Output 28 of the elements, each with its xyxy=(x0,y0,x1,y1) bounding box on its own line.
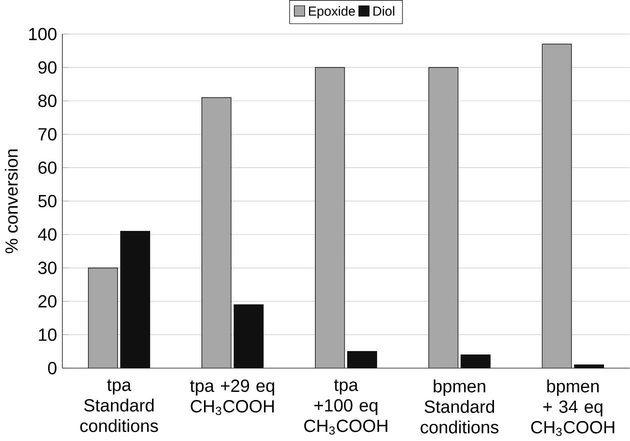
bar xyxy=(460,354,490,368)
y-tick-label: 60 xyxy=(38,162,56,174)
x-tick-label: bpmen + 34 eq CH$_{3}$COOH xyxy=(531,380,614,436)
y-tick-label: 10 xyxy=(38,328,56,341)
y-tick-label: 100 xyxy=(29,28,56,40)
bar xyxy=(202,98,232,368)
x-tick-label: tpa +29 eq CH$_{3}$COOH xyxy=(190,380,274,416)
y-tick-label: 70 xyxy=(38,128,56,141)
y-tick-label: 50 xyxy=(38,194,56,208)
y-tick-label: 90 xyxy=(38,61,56,74)
y-tick-label: 80 xyxy=(38,94,56,108)
legend-label: Diol xyxy=(373,6,394,16)
bar xyxy=(234,304,264,368)
y-tick-label: 20 xyxy=(38,295,56,308)
bar xyxy=(120,231,150,368)
bar xyxy=(428,68,458,368)
y-tick-label: 30 xyxy=(38,262,56,274)
x-tick-label: tpa +100 eq CH$_{3}$COOH xyxy=(304,380,388,435)
y-axis-title: % conversion xyxy=(4,150,18,254)
y-tick-label: 40 xyxy=(38,228,56,241)
x-tick-label: tpa Standard conditions xyxy=(80,380,158,432)
y-tick-label: 0 xyxy=(48,362,56,374)
x-tick-label: bpmen Standard conditions xyxy=(420,380,498,434)
bar xyxy=(88,268,118,368)
bar xyxy=(542,44,572,368)
bar xyxy=(315,68,345,368)
bar xyxy=(347,351,377,368)
legend-label: Epoxide xyxy=(309,6,355,18)
